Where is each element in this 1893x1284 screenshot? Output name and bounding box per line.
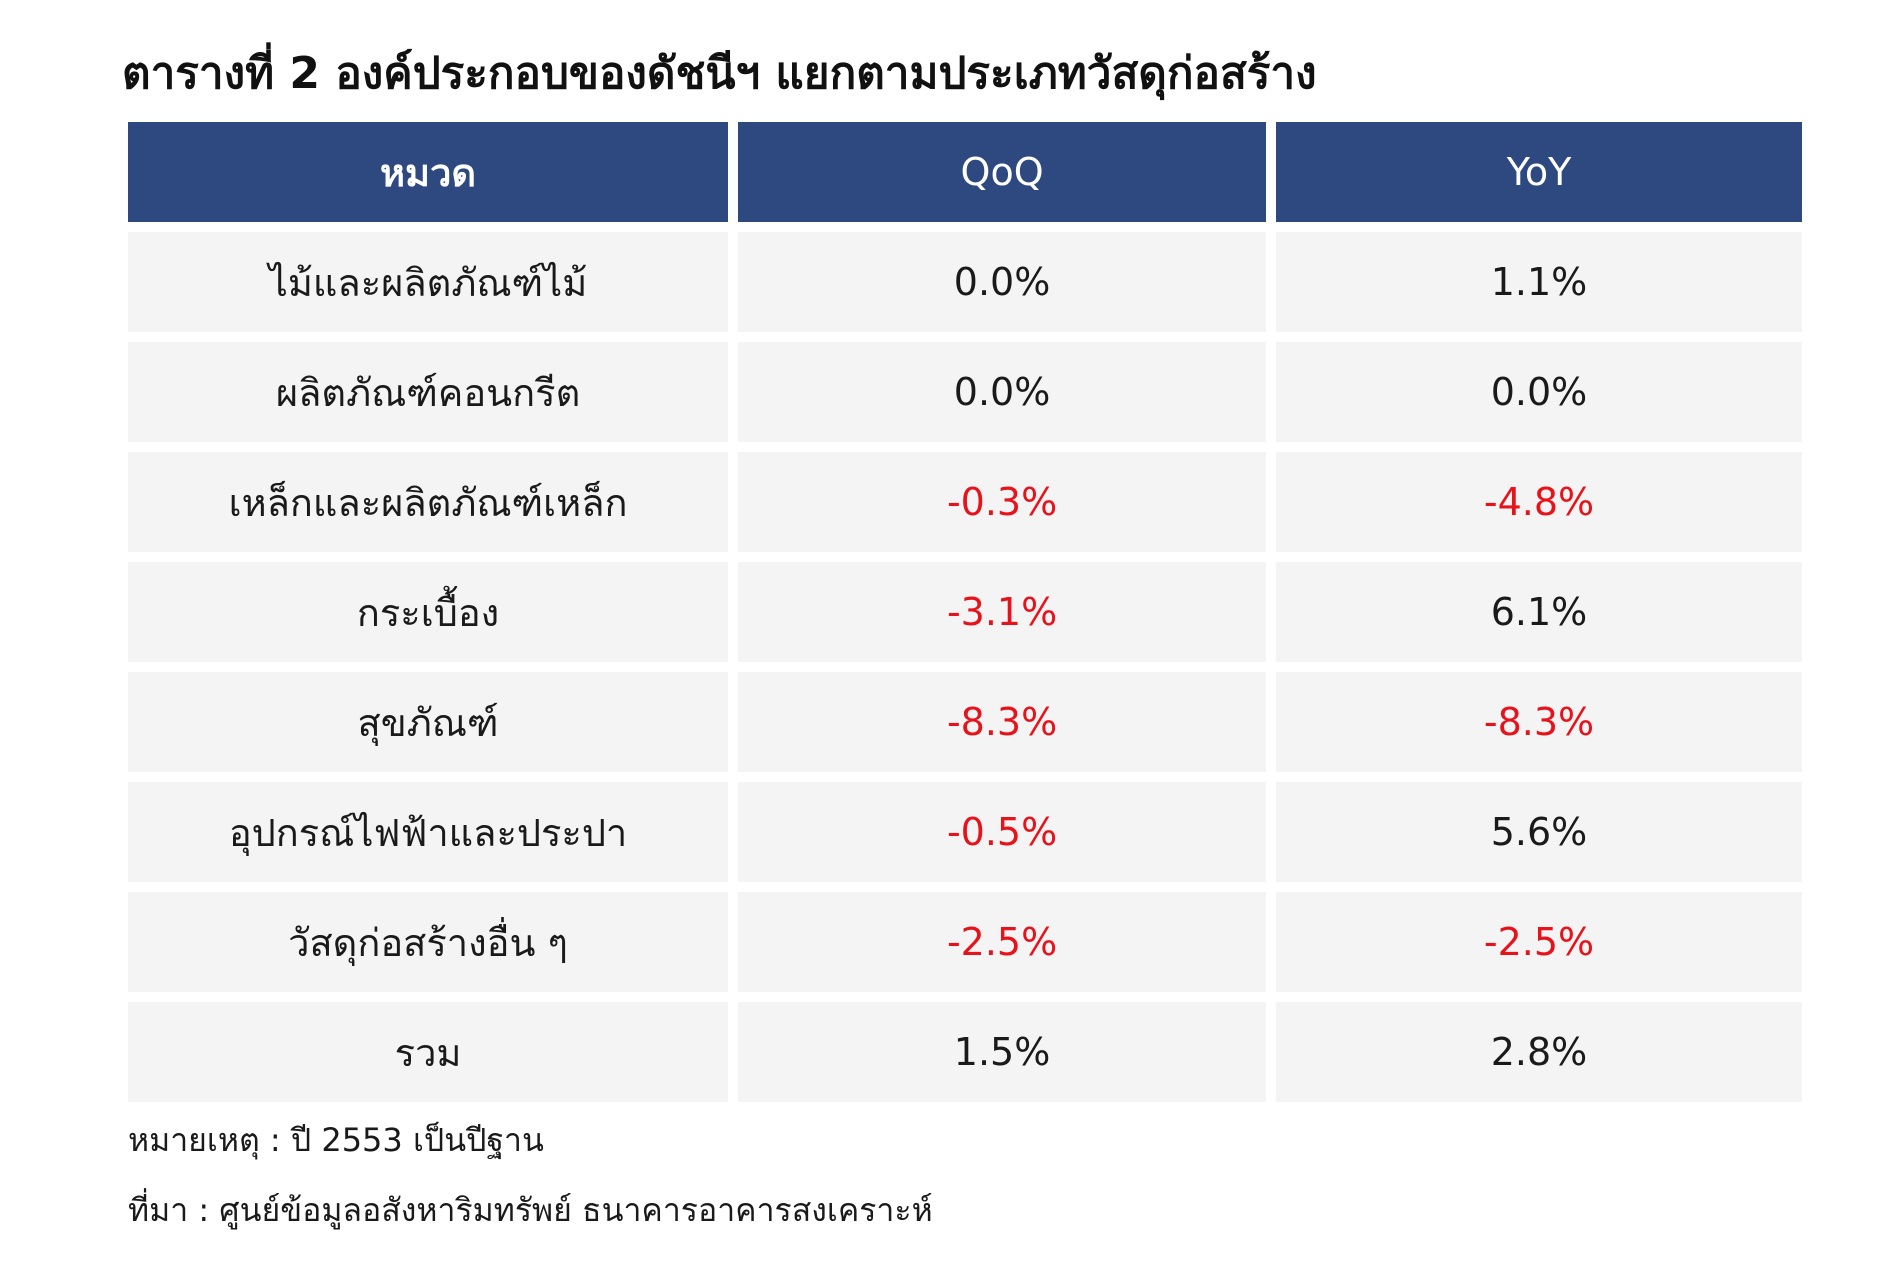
yoy-cell: -8.3% — [1276, 672, 1802, 772]
category-cell: สุขภัณฑ์ — [128, 672, 729, 772]
table-row: ผลิตภัณฑ์คอนกรีต 0.0% 0.0% — [128, 342, 1802, 442]
table-row: วัสดุก่อสร้างอื่น ๆ -2.5% -2.5% — [128, 892, 1802, 992]
qoq-cell: 1.5% — [738, 1002, 1267, 1102]
category-cell: ไม้และผลิตภัณฑ์ไม้ — [128, 232, 729, 332]
yoy-cell: 1.1% — [1276, 232, 1802, 332]
category-cell: รวม — [128, 1002, 729, 1102]
table-row: ไม้และผลิตภัณฑ์ไม้ 0.0% 1.1% — [128, 232, 1802, 332]
header-yoy: YoY — [1276, 122, 1802, 222]
category-cell: ผลิตภัณฑ์คอนกรีต — [128, 342, 729, 442]
header-qoq: QoQ — [738, 122, 1267, 222]
table-row: กระเบื้อง -3.1% 6.1% — [128, 562, 1802, 662]
category-cell: กระเบื้อง — [128, 562, 729, 662]
yoy-cell: 5.6% — [1276, 782, 1802, 882]
category-cell: วัสดุก่อสร้างอื่น ๆ — [128, 892, 729, 992]
yoy-cell: 6.1% — [1276, 562, 1802, 662]
qoq-cell: 0.0% — [738, 342, 1267, 442]
qoq-cell: -0.5% — [738, 782, 1267, 882]
category-cell: อุปกรณ์ไฟฟ้าและประปา — [128, 782, 729, 882]
table-row-total: รวม 1.5% 2.8% — [128, 1002, 1802, 1102]
category-cell: เหล็กและผลิตภัณฑ์เหล็ก — [128, 452, 729, 552]
qoq-cell: -0.3% — [738, 452, 1267, 552]
table-row: อุปกรณ์ไฟฟ้าและประปา -0.5% 5.6% — [128, 782, 1802, 882]
table-row: เหล็กและผลิตภัณฑ์เหล็ก -0.3% -4.8% — [128, 452, 1802, 552]
header-category: หมวด — [128, 122, 729, 222]
qoq-cell: -3.1% — [738, 562, 1267, 662]
yoy-cell: 0.0% — [1276, 342, 1802, 442]
qoq-cell: -8.3% — [738, 672, 1267, 772]
source-note: ที่มา : ศูนย์ข้อมูลอสังหาริมทรัพย์ ธนาคา… — [128, 1191, 933, 1229]
qoq-cell: -2.5% — [738, 892, 1267, 992]
index-composition-table: หมวด QoQ YoY ไม้และผลิตภัณฑ์ไม้ 0.0% 1.1… — [118, 112, 1812, 1112]
table-header-row: หมวด QoQ YoY — [128, 122, 1802, 222]
yoy-cell: 2.8% — [1276, 1002, 1802, 1102]
table-title: ตารางที่ 2 องค์ประกอบของดัชนีฯ แยกตามประ… — [122, 48, 1317, 99]
table-row: สุขภัณฑ์ -8.3% -8.3% — [128, 672, 1802, 772]
remark-note: หมายเหตุ : ปี 2553 เป็นปีฐาน — [128, 1121, 544, 1159]
yoy-cell: -2.5% — [1276, 892, 1802, 992]
yoy-cell: -4.8% — [1276, 452, 1802, 552]
qoq-cell: 0.0% — [738, 232, 1267, 332]
